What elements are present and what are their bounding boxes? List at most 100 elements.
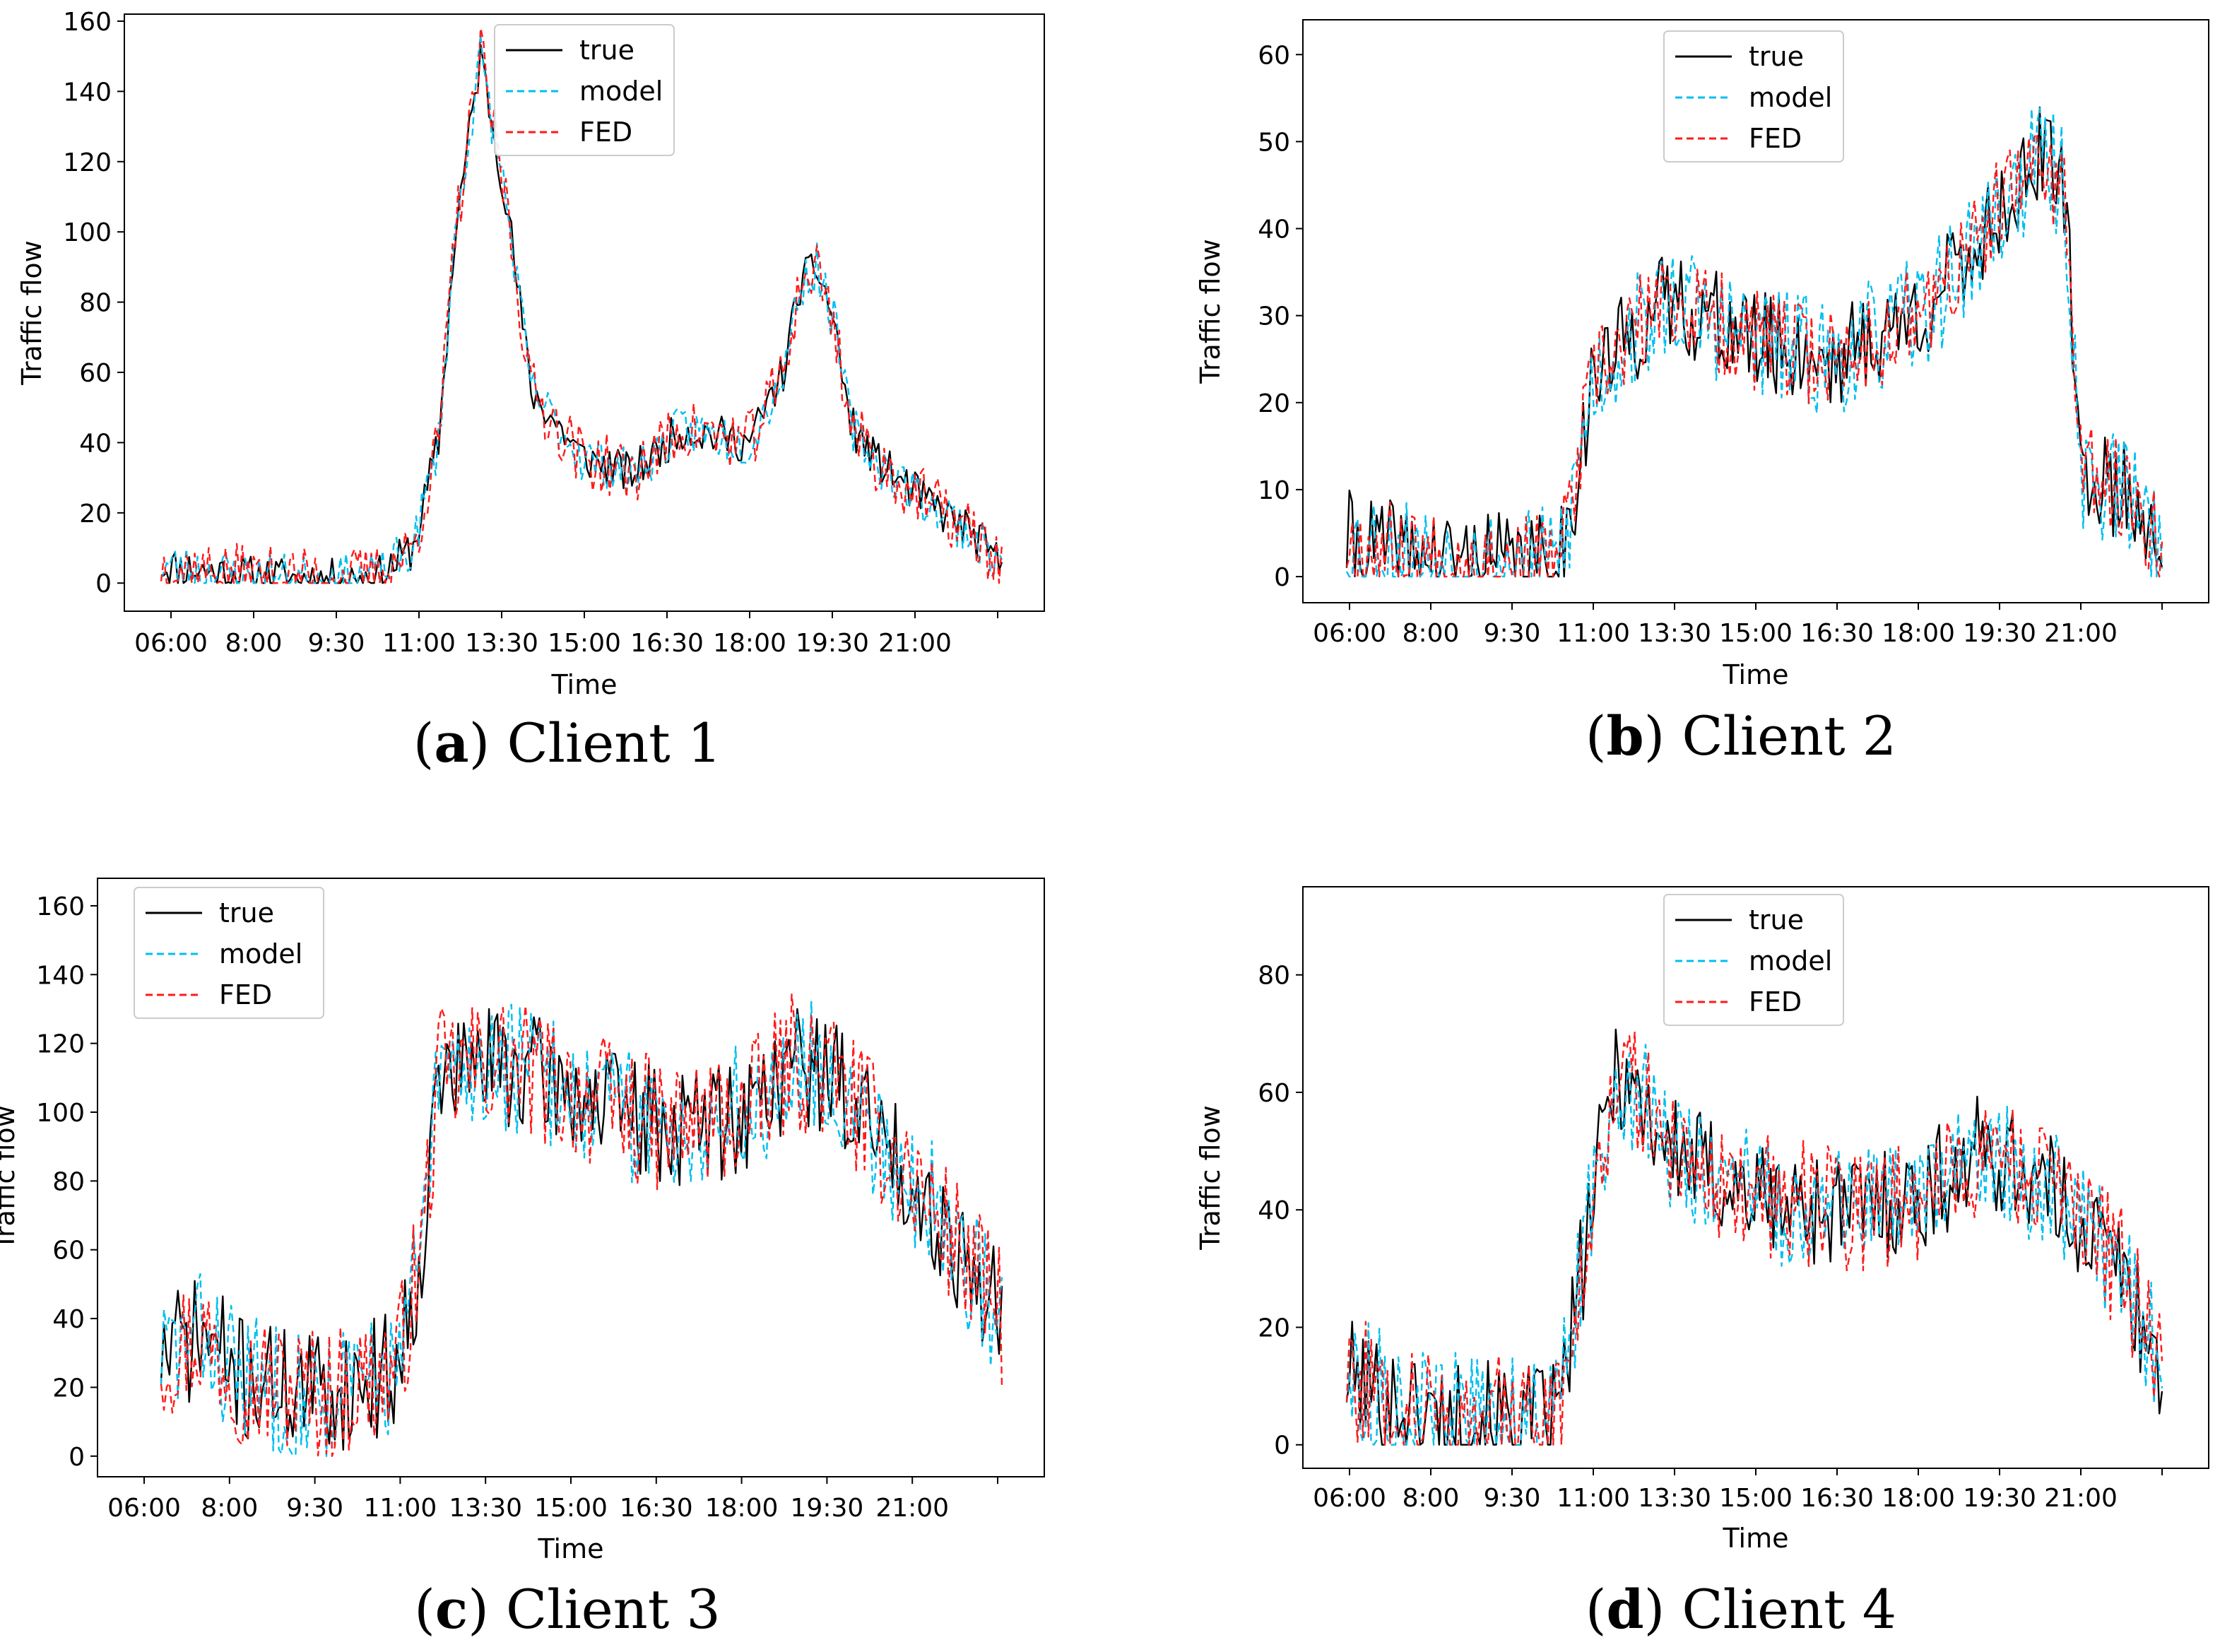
x-tick-label: 16:30 [630, 629, 704, 658]
legend-label-true: true [1749, 41, 1804, 72]
y-tick-label: 50 [1258, 128, 1290, 157]
y-tick-label: 80 [79, 289, 112, 318]
caption-close-paren: ) [1644, 704, 1682, 767]
panel-b: 0 10 20 30 40 50 60 06:00 8:00 9:30 11:00 13:30 15:0… [1195, 19, 2209, 767]
x-tick-label: 15:00 [548, 629, 621, 658]
x-tick-label: 16:30 [1800, 619, 1874, 648]
x-tick-label: 8:00 [1403, 1484, 1460, 1513]
x-tick-label: 19:30 [791, 1494, 864, 1523]
caption-open-paren: ( [414, 1578, 435, 1641]
caption-title: Client 2 [1682, 704, 1896, 767]
x-tick-label: 9:30 [308, 629, 365, 658]
x-tick-label: 11:00 [1557, 1484, 1630, 1513]
x-tick-label: 21:00 [878, 629, 952, 658]
legend-box [1663, 894, 1844, 1026]
panel-a: 0 20 40 60 80 100 120 140 160 06:00 8:00 9:30 11:00 1… [16, 8, 1045, 774]
y-tick-label: 10 [1258, 476, 1290, 505]
y-tick-label: 120 [36, 1030, 85, 1059]
panel-d: 0 20 40 60 80 06:00 8:00 9:30 11:00 13:30 15:00 16:… [1195, 886, 2209, 1641]
panel-caption: (a) Client 1 [413, 712, 721, 774]
x-axis-title: Time [1723, 1523, 1789, 1554]
legend-box [494, 24, 675, 156]
series-line-true [160, 1008, 1003, 1451]
series-line-fed [160, 993, 1003, 1458]
x-tick-label: 9:30 [1484, 1484, 1541, 1513]
y-tick-label: 0 [1274, 563, 1290, 592]
x-tick-label: 13:30 [1638, 1484, 1711, 1513]
legend: true model FED [134, 887, 324, 1019]
y-tick-label: 80 [1258, 962, 1290, 991]
y-tick-label: 160 [63, 8, 112, 37]
x-tick-label: 8:00 [225, 629, 283, 658]
x-tick-label: 06:00 [134, 629, 208, 658]
legend-box [1663, 30, 1844, 163]
series-line-fed [1345, 132, 2163, 578]
x-tick-label: 18:00 [1882, 1484, 1955, 1513]
y-tick-label: 0 [69, 1443, 85, 1472]
x-tick-label: 21:00 [2044, 619, 2118, 648]
caption-letter: d [1606, 1578, 1643, 1641]
x-tick-label: 18:00 [713, 629, 786, 658]
x-tick-label: 21:00 [2044, 1484, 2118, 1513]
y-tick-label: 140 [36, 961, 85, 990]
caption-title: Client 4 [1682, 1578, 1896, 1641]
caption-open-paren: ( [1586, 1578, 1607, 1641]
legend: true model FED [494, 24, 675, 156]
x-tick-label: 19:30 [1963, 1484, 2036, 1513]
legend-label-fed: FED [1749, 986, 1802, 1017]
legend-label-fed: FED [1749, 123, 1802, 154]
y-axis-title: Traffic flow [16, 240, 47, 386]
x-tick-label: 18:00 [1882, 619, 1955, 648]
panel-caption: (b) Client 2 [1586, 704, 1896, 767]
caption-close-paren: ) [1644, 1578, 1682, 1641]
legend-label-fed: FED [219, 979, 272, 1010]
caption-close-paren: ) [468, 1578, 506, 1641]
x-tick-label: 18:00 [705, 1494, 779, 1523]
y-tick-label: 20 [1258, 389, 1290, 418]
caption-letter: c [435, 1578, 468, 1641]
legend-label-model: model [1749, 945, 1832, 977]
x-tick-label: 8:00 [1403, 619, 1460, 648]
x-tick-label: 15:00 [1719, 1484, 1793, 1513]
y-tick-label: 0 [1274, 1432, 1290, 1461]
y-tick-label: 30 [1258, 302, 1290, 331]
y-tick-label: 40 [1258, 1196, 1290, 1225]
series-line-model [1345, 1044, 2163, 1446]
y-tick-label: 60 [52, 1237, 85, 1265]
x-tick-label: 13:30 [465, 629, 538, 658]
series-line-fed [1345, 1030, 2163, 1446]
legend: true model FED [1663, 894, 1844, 1026]
x-tick-label: 15:00 [1719, 619, 1793, 648]
x-tick-label: 9:30 [286, 1494, 343, 1523]
legend-label-fed: FED [579, 117, 632, 148]
x-tick-label: 13:30 [449, 1494, 522, 1523]
y-tick-label: 160 [36, 892, 85, 921]
legend-box [134, 887, 324, 1019]
y-tick-label: 20 [79, 500, 112, 529]
legend-label-true: true [579, 35, 634, 66]
legend-label-model: model [579, 76, 663, 107]
y-tick-label: 60 [79, 359, 112, 388]
series-line-true [1345, 1028, 2163, 1446]
y-axis-title: Traffic flow [0, 1105, 20, 1251]
x-tick-label: 15:00 [534, 1494, 608, 1523]
series-line-model [160, 1001, 1003, 1458]
y-tick-label: 100 [63, 218, 112, 247]
caption-title: Client 3 [506, 1578, 721, 1641]
x-tick-label: 13:30 [1638, 619, 1711, 648]
caption-close-paren: ) [469, 712, 507, 774]
caption-open-paren: ( [1586, 704, 1607, 767]
y-tick-label: 0 [95, 570, 112, 598]
panel-c: 0 20 40 60 80 100 120 140 160 06:00 8:00 9:30 11:00 1… [0, 878, 1045, 1641]
x-tick-label: 19:30 [796, 629, 869, 658]
x-tick-label: 19:30 [1963, 619, 2036, 648]
y-axis-title: Traffic flow [1195, 1105, 1226, 1251]
y-tick-label: 120 [63, 148, 112, 177]
x-tick-label: 11:00 [364, 1494, 437, 1523]
y-axis-title: Traffic flow [1195, 239, 1226, 384]
x-tick-label: 06:00 [1313, 1484, 1386, 1513]
x-tick-label: 8:00 [201, 1494, 258, 1523]
x-tick-label: 16:30 [620, 1494, 693, 1523]
x-tick-label: 11:00 [1557, 619, 1630, 648]
